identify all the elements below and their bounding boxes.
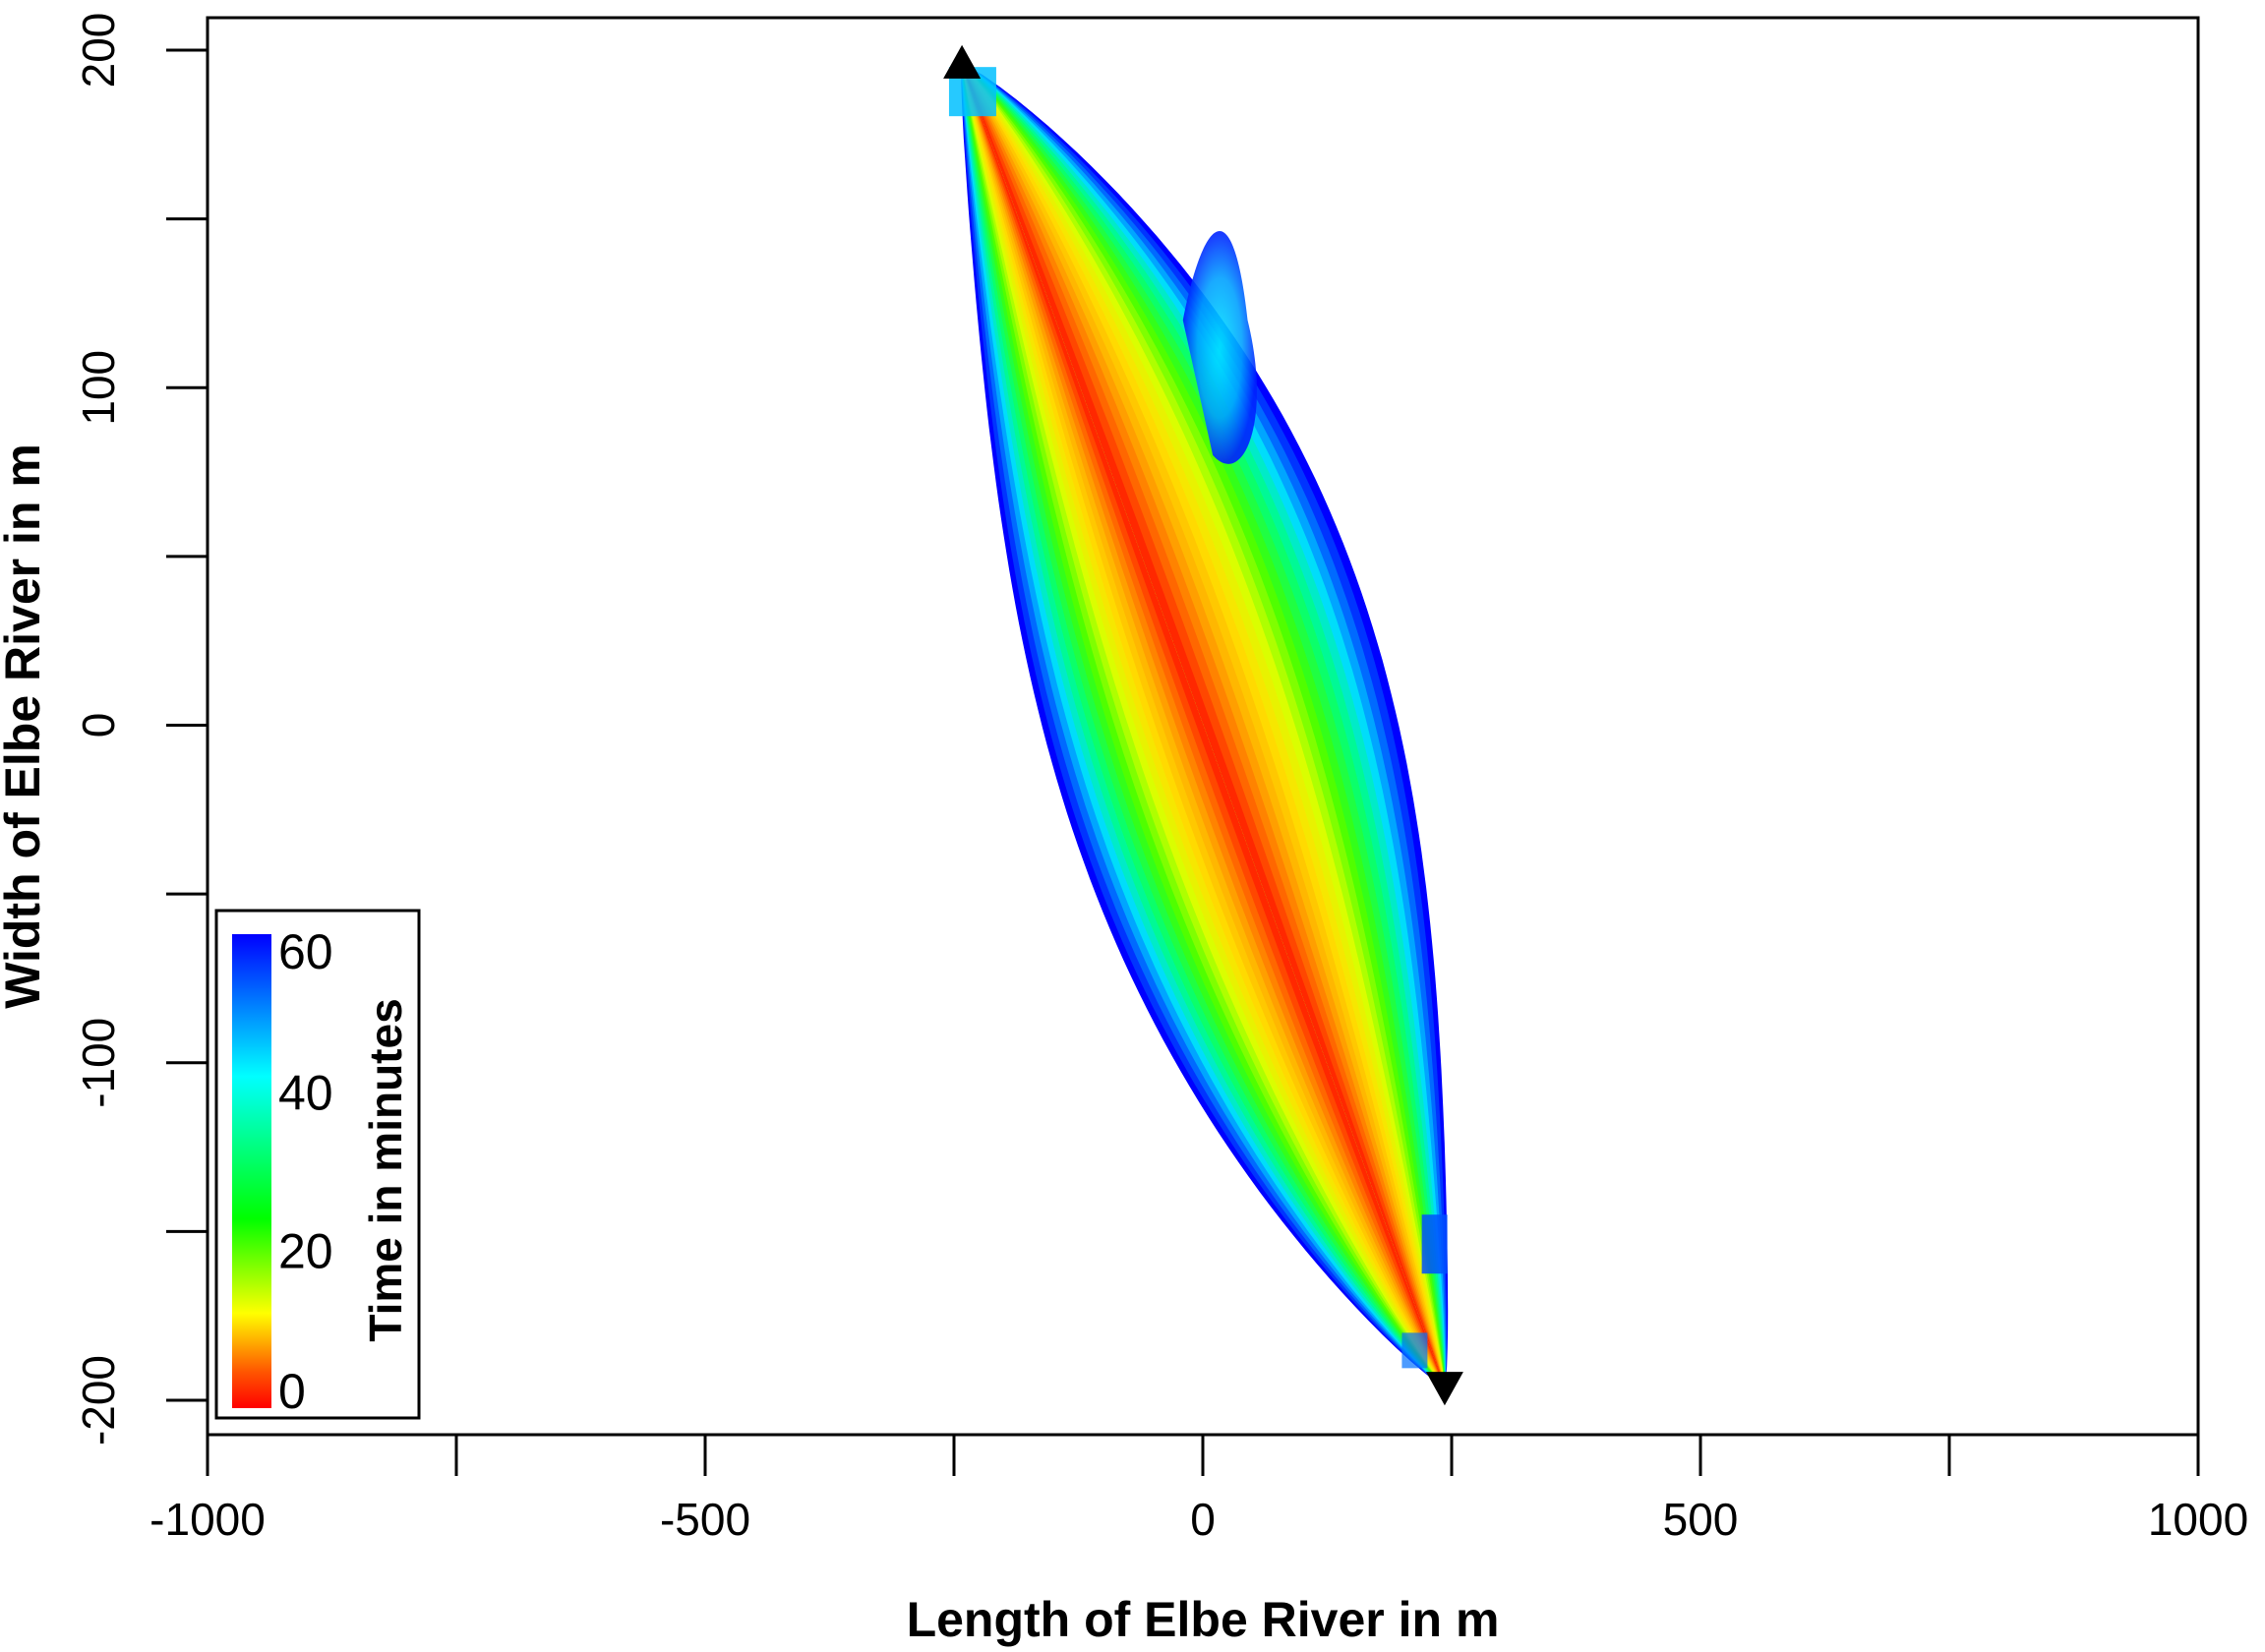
colorbar-tick-label: 0 [278,1364,306,1419]
colorbar-tick-label: 40 [278,1066,333,1121]
x-tick-label: -500 [660,1494,750,1545]
y-tick-label: 100 [73,350,124,426]
colorbar-legend: 0 20 40 60 Time in minutes [214,909,421,1420]
markers [943,44,1463,1406]
end-stub [1421,1214,1448,1274]
end-marker [1425,1372,1463,1406]
x-axis-label: Length of Elbe River in m [907,1592,1500,1647]
colorbar [232,934,271,1408]
heatmap-surface [948,63,1449,1387]
plume [961,63,1449,1387]
y-tick-label: 200 [73,13,124,88]
colorbar-tick-label: 20 [278,1223,333,1278]
plume-bulge [1182,231,1257,464]
y-tick-label: -100 [73,1018,124,1108]
end-stub [1401,1332,1428,1369]
y-tick-label: 0 [73,713,124,738]
y-axis-label: Width of Elbe River in m [0,443,50,1009]
x-tick-label: 1000 [2148,1494,2248,1545]
y-tick-label: -200 [73,1355,124,1446]
start-marker [943,44,982,79]
colorbar-tick-label: 60 [278,924,333,979]
colorbar-title: Time in minutes [360,998,411,1341]
x-tick-label: -1000 [149,1494,266,1545]
x-tick-label: 500 [1663,1494,1739,1545]
x-tick-label: 0 [1190,1494,1216,1545]
